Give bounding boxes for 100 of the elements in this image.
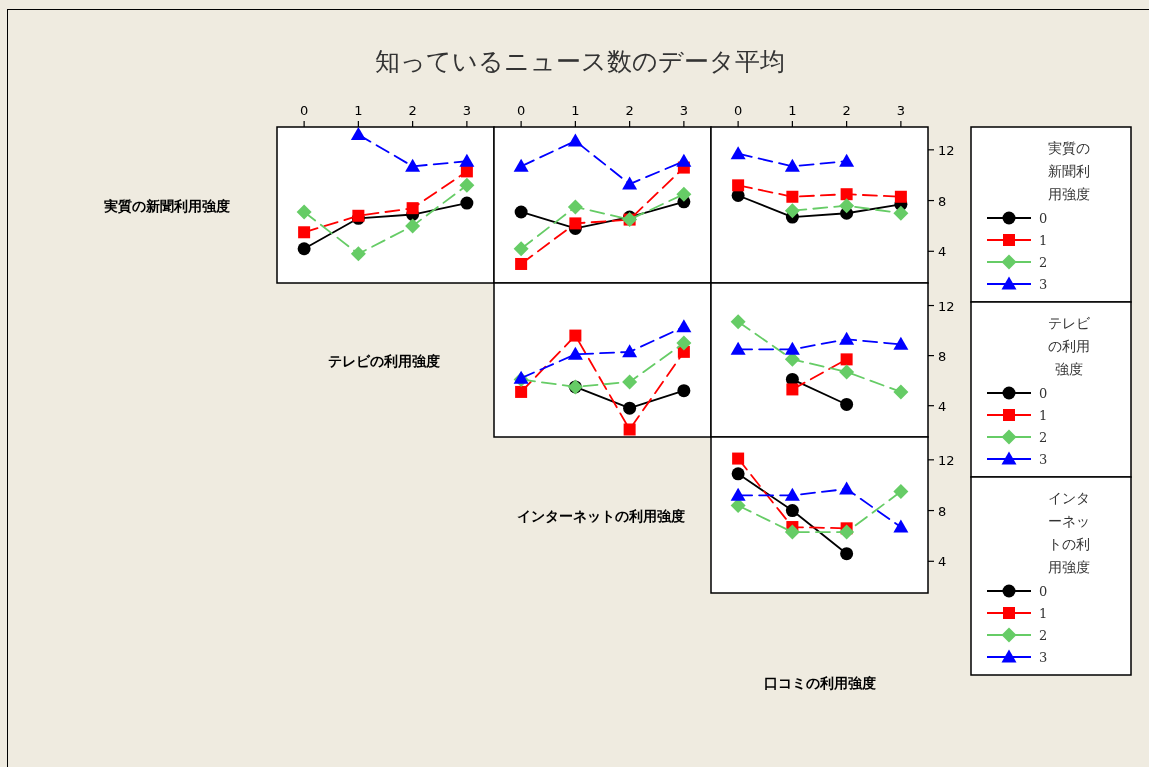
legend-label: 1 [1039, 606, 1048, 621]
point [894, 190, 907, 203]
x-tick-label: 2 [842, 103, 851, 118]
legend-label: 2 [1039, 255, 1048, 270]
text: 知っているニュース数のデータ平均 [375, 47, 785, 76]
point [784, 203, 800, 219]
legend-item: 3 [986, 649, 1048, 665]
legend-item: 3 [986, 451, 1048, 467]
point [893, 336, 909, 350]
point [732, 452, 745, 465]
legend-item: 1 [986, 606, 1048, 621]
legend-title: インターネットの利用強度 [1048, 490, 1090, 575]
point [459, 153, 475, 167]
point [839, 364, 855, 380]
x-tick-label: 0 [516, 103, 526, 118]
point [730, 146, 746, 160]
point [623, 423, 636, 436]
point [732, 179, 745, 192]
legend-label: 0 [1039, 584, 1048, 599]
x-tick-label: 1 [788, 103, 797, 118]
legend-label: 2 [1039, 628, 1048, 643]
x-tick-label: 0 [299, 103, 309, 118]
y-tick-label: 4 [938, 554, 947, 570]
legend-item: 2 [986, 627, 1048, 643]
x-tick-label: 3 [679, 103, 689, 118]
x-tick-label: 1 [354, 103, 363, 118]
y-tick-label: 12 [938, 298, 955, 314]
y-tick-label: 8 [938, 503, 947, 519]
point [840, 397, 854, 411]
legend-title: 実質の新聞利用強度 [1048, 140, 1090, 202]
point [676, 335, 692, 351]
point [567, 199, 583, 215]
point [513, 158, 529, 172]
point [784, 487, 800, 501]
point [840, 547, 854, 561]
legend-item: 2 [986, 429, 1048, 445]
point [460, 196, 474, 210]
legend-item: 0 [986, 211, 1048, 226]
point [730, 487, 746, 501]
legend-label: 0 [1039, 211, 1048, 226]
point [567, 133, 583, 147]
legend-label: 2 [1039, 430, 1048, 445]
point [515, 257, 528, 270]
x-tick-label: 2 [408, 103, 417, 118]
point [840, 353, 853, 366]
point [569, 217, 582, 230]
point [893, 384, 909, 400]
point [622, 374, 638, 390]
point [839, 481, 855, 495]
point [839, 153, 855, 167]
y-axis-title: 実質の新聞利用強度 [104, 198, 230, 214]
point [298, 226, 311, 239]
y-axis-title: インターネットの利用強度 [517, 508, 685, 524]
point [622, 344, 638, 358]
point [677, 384, 691, 398]
point [893, 484, 909, 500]
point [567, 346, 583, 360]
point [405, 218, 421, 234]
point [730, 314, 746, 330]
point [839, 198, 855, 214]
x-tick-label: 2 [625, 103, 634, 118]
point [513, 241, 529, 257]
point [786, 190, 799, 203]
y-tick-label: 12 [938, 142, 955, 158]
point [676, 153, 692, 167]
legend-label: 3 [1039, 277, 1048, 292]
legend-label: 1 [1039, 233, 1048, 248]
legend-item: 2 [986, 254, 1048, 270]
legend-item: 1 [986, 233, 1048, 248]
point [296, 204, 312, 220]
point [405, 158, 421, 172]
point [839, 524, 855, 540]
legend-label: 1 [1039, 408, 1048, 423]
point [731, 467, 745, 481]
legend-title: テレビの利用強度 [1048, 315, 1091, 377]
y-tick-label: 4 [938, 398, 947, 414]
point [786, 383, 799, 396]
legend-label: 3 [1039, 452, 1048, 467]
y-tick-label: 8 [938, 193, 947, 209]
point [676, 319, 692, 333]
point [784, 341, 800, 355]
legend-label: 3 [1039, 650, 1048, 665]
legend-item: 0 [986, 386, 1048, 401]
point [839, 331, 855, 345]
point [784, 158, 800, 172]
point [350, 127, 366, 141]
legend-item: 3 [986, 276, 1048, 292]
y-tick-label: 8 [938, 348, 947, 364]
y-tick-label: 4 [938, 244, 947, 260]
point [893, 519, 909, 533]
legend-label: 0 [1039, 386, 1048, 401]
point [785, 504, 799, 518]
x-axis-title: 口コミの利用強度 [763, 675, 876, 691]
point [784, 524, 800, 540]
point [297, 242, 311, 256]
point [893, 205, 909, 221]
legend-item: 0 [986, 584, 1048, 599]
point [350, 246, 366, 262]
point [623, 401, 637, 415]
point [730, 341, 746, 355]
